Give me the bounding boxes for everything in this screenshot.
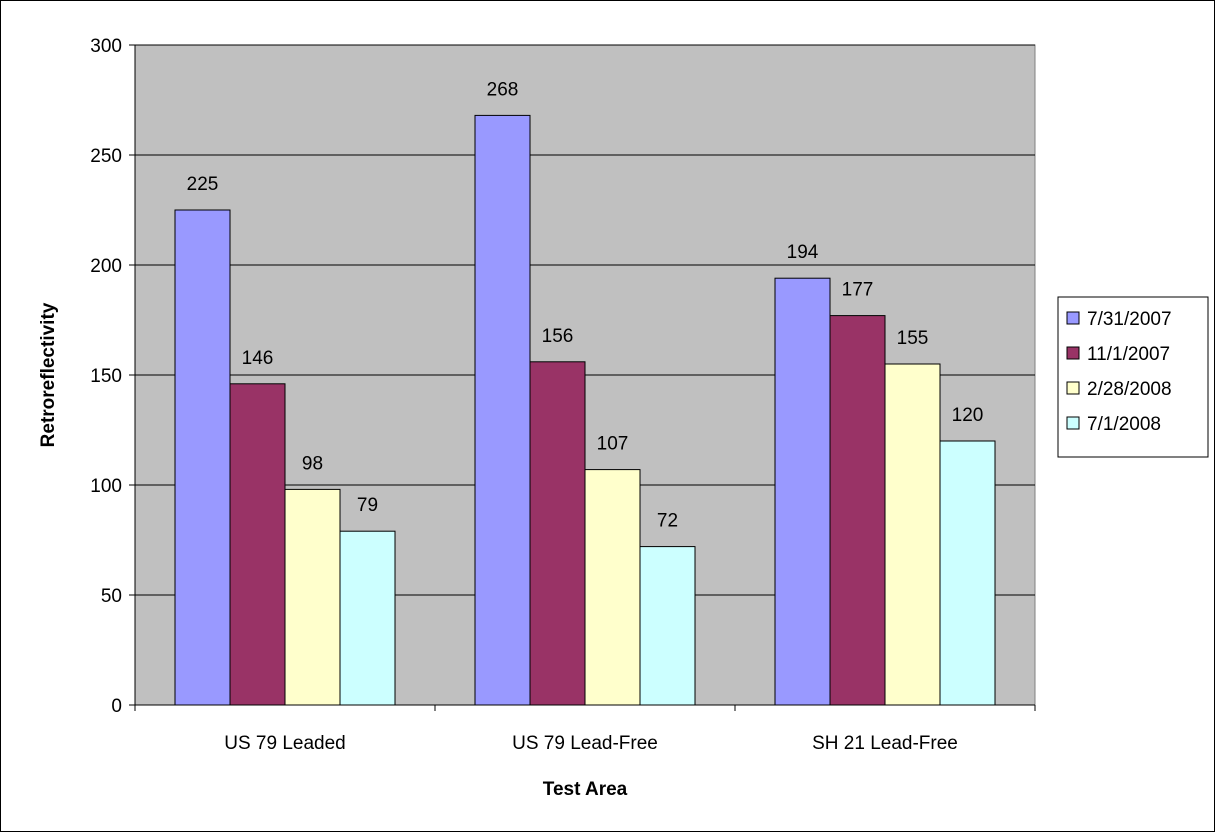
legend: 7/31/2007 11/1/2007 2/28/2008 7/1/2008 [1057,296,1209,458]
y-tick-label: 50 [101,586,122,607]
legend-swatch [1066,416,1080,430]
data-label: 79 [357,495,378,516]
y-tick-label: 150 [90,366,122,387]
bar [529,361,586,706]
data-label: 155 [897,328,929,349]
bar [284,488,341,706]
bar [339,530,396,706]
legend-swatch [1066,381,1080,395]
bar [474,114,531,706]
bar [939,440,996,706]
data-label: 146 [242,348,274,369]
x-tick-label: SH 21 Lead-Free [812,733,958,754]
x-axis-title: Test Area [543,779,628,800]
legend-label: 2/28/2008 [1087,379,1172,400]
y-tick-label: 250 [90,146,122,167]
data-label: 72 [657,511,678,532]
bar [884,363,941,706]
data-label: 98 [302,453,323,474]
bar [774,277,831,706]
data-label: 156 [542,326,574,347]
bars [174,114,996,706]
bar [229,383,286,706]
data-labels: 225 146 98 79 268 156 107 72 194 177 155 120 [187,79,984,531]
data-label: 107 [597,434,629,455]
x-tick-label: US 79 Leaded [224,733,346,754]
data-label: 268 [487,79,519,100]
axes: 0 50 100 150 200 250 300 US 79 Leaded US 79 Lead… [90,36,1036,754]
bar [584,469,641,706]
y-tick-label: 0 [111,696,122,717]
data-label: 120 [952,405,984,426]
data-label: 177 [842,280,874,301]
legend-label: 11/1/2007 [1087,344,1170,365]
legend-label: 7/1/2008 [1087,414,1161,435]
y-tick-label: 200 [90,256,122,277]
legend-swatch [1066,311,1080,325]
y-axis-title: Retroreflectivity [38,302,59,447]
data-label: 194 [787,242,819,263]
legend-label: 7/31/2007 [1087,309,1172,330]
bar [639,546,696,706]
data-label: 225 [187,174,219,195]
y-tick-label: 100 [90,476,122,497]
x-tick-label: US 79 Lead-Free [512,733,658,754]
y-tick-label: 300 [90,36,122,57]
legend-swatch [1066,346,1080,360]
legend-box [1057,296,1209,458]
bar [829,315,886,706]
bar [174,209,231,706]
